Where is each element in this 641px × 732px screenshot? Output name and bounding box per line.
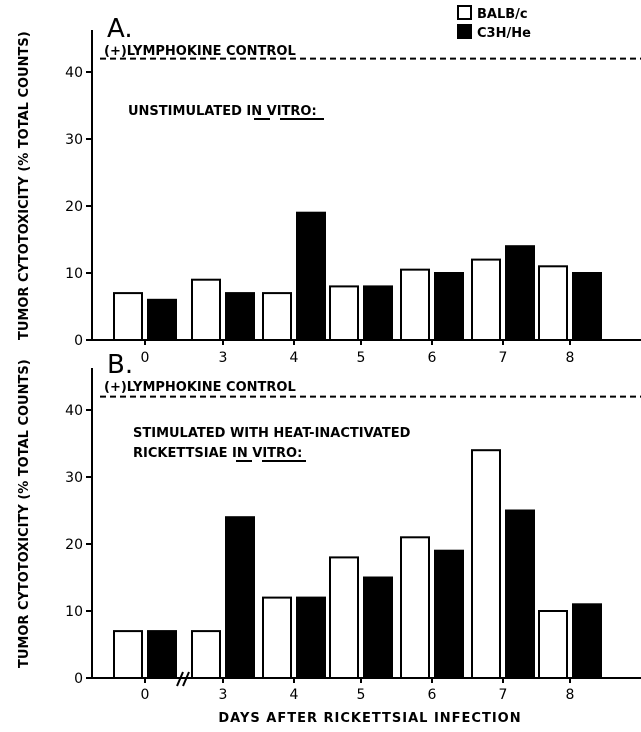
panel-b-annotation-line1: STIMULATED WITH HEAT-INACTIVATED [133,426,411,441]
panel-b-xtick-label: 8 [566,687,575,703]
panel-b-xtick-label: 7 [499,687,508,703]
panel-a-xtick-label: 3 [219,350,228,366]
panel-a-xtick-label: 6 [428,350,437,366]
x-axis-label: DAYS AFTER RICKETTSIAL INFECTION [218,711,521,726]
legend-swatch-c3hhe [457,24,472,39]
panel-a-bar-c3hhe [363,285,393,341]
panel-a-bar-c3hhe [572,272,602,341]
panel-a-bar-c3hhe [296,211,326,341]
panel-a-bar-c3hhe [434,272,464,341]
legend-swatch-balbc [457,5,472,20]
panel-a-label: A. [107,14,133,44]
panel-a-reference-label: (+)LYMPHOKINE CONTROL [104,44,296,59]
panel-a-bar-balbc [471,258,501,342]
panel-a-annotation: UNSTIMULATED IN VITRO: [128,104,317,119]
panel-b-reference-label: (+)LYMPHOKINE CONTROL [104,380,296,395]
panel-a-xtick-label: 8 [566,350,575,366]
panel-b-ytick-label: 30 [65,470,83,486]
panel-b-bar-c3hhe [572,603,602,679]
panel-a-xtick-label: 5 [357,350,366,366]
panel-b-bar-balbc [262,596,292,679]
panel-b-ytick-label: 0 [74,671,83,687]
legend-label-c3hhe: C3H/He [477,26,531,41]
panel-b-xtick-label: 5 [357,687,366,703]
panel-b-bar-c3hhe [363,576,393,679]
legend: BALB/c C3H/He [457,5,531,41]
panel-a-bar-balbc [329,285,359,341]
panel-a-bar-balbc [262,292,292,342]
panel-b-annotation-line2: RICKETTSIAE IN VITRO: [133,446,302,461]
panel-b-bar-c3hhe [225,516,255,680]
panel-b-bar-c3hhe [147,630,177,679]
panel-a-ylabel: TUMOR CYTOTOXICITY (% TOTAL COUNTS) [17,31,32,340]
panel-a-bar-balbc [113,292,143,342]
panel-b-ylabel: TUMOR CYTOTOXICITY (% TOTAL COUNTS) [17,359,32,668]
panel-a-ytick-label: 40 [65,65,83,81]
panel-b-bar-c3hhe [296,596,326,679]
panel-b-ytick-label: 20 [65,537,83,553]
panel-a-plot: 0 10 20 30 40 0 3 4 5 6 7 8 [65,30,641,366]
panel-a-bar-c3hhe [225,292,255,342]
panel-b-ytick-label: 40 [65,403,83,419]
panel-a-bar-balbc [538,265,568,341]
panel-b-label: B. [107,350,133,380]
panel-b-bar-balbc [329,556,359,680]
panel-b-bar-balbc [191,630,221,679]
panel-b-ytick-label: 10 [65,604,83,620]
panel-a-ytick-label: 30 [65,132,83,148]
panel-b-bar-balbc [113,630,143,679]
panel-a-bar-balbc [191,278,221,342]
panel-a-ytick-label: 0 [74,333,83,349]
panel-a-ytick-label: 10 [65,266,83,282]
panel-b-bar-balbc [471,449,501,680]
panel-a-bar-c3hhe [147,298,177,341]
panel-b-bar-balbc [538,610,568,679]
panel-b-xtick-label: 6 [428,687,437,703]
panel-b-bar-c3hhe [434,549,464,680]
panel-a-ytick-label: 20 [65,199,83,215]
panel-a-bar-c3hhe [505,245,535,341]
panel-b-bar-balbc [400,536,430,679]
panel-b-plot: 0 10 20 30 40 0 3 4 5 6 7 8 [65,368,641,703]
panel-b-bar-c3hhe [505,509,535,679]
panel-a-bar-balbc [400,268,430,341]
panel-a-xtick-label: 4 [290,350,299,366]
panel-a-xtick-label: 7 [499,350,508,366]
panel-b-xtick-label: 3 [219,687,228,703]
legend-label-balbc: BALB/c [477,7,528,22]
panel-b-xtick-label: 0 [141,687,150,703]
panel-a-xtick-label: 0 [141,350,150,366]
panel-b-xtick-label: 4 [290,687,299,703]
